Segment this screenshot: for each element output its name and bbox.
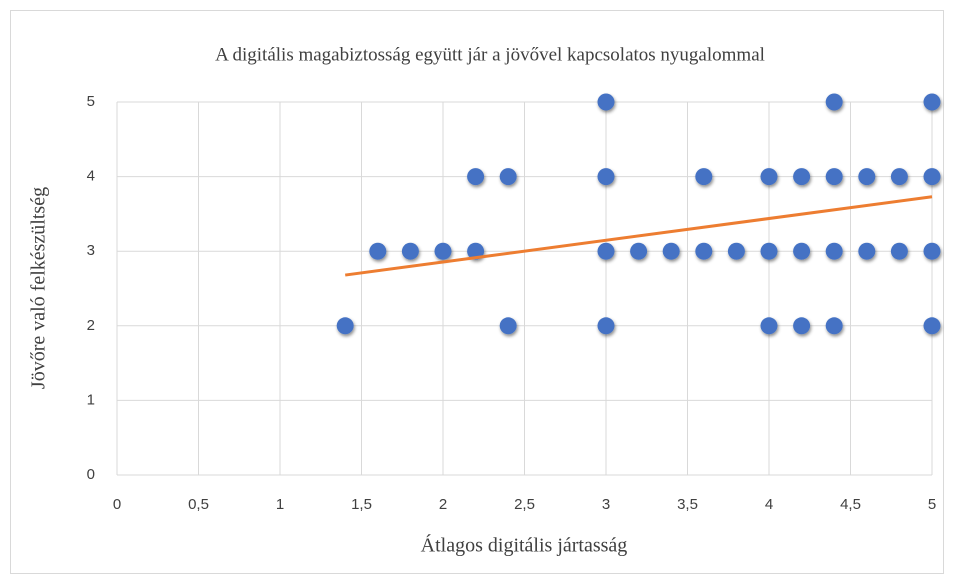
y-tick-label: 3 [87,242,95,259]
x-tick-label: 1 [276,496,284,513]
x-tick-label: 4,5 [840,496,861,513]
point [825,317,843,335]
point [760,317,778,335]
point [597,317,615,335]
point [499,317,517,335]
point [923,317,941,335]
point [369,242,387,260]
point [597,242,615,260]
y-tick-label: 4 [87,168,95,185]
point [923,168,941,186]
x-tick-label: 3 [602,496,610,513]
point [793,168,811,186]
point [793,242,811,260]
point [793,317,811,335]
point [597,168,615,186]
point [467,242,485,260]
point [858,242,876,260]
point [662,242,680,260]
trendline [345,195,933,277]
x-tick-label: 5 [928,496,936,513]
point [695,168,713,186]
y-tick-label: 0 [87,466,95,483]
y-axis-title: Jövőre való felkészültség [28,187,50,389]
y-tick-label: 2 [87,317,95,334]
x-tick-label: 4 [765,496,773,513]
y-tick-label: 1 [87,391,95,408]
chart-title: A digitális magabiztosság együtt jár a j… [215,44,765,65]
point [727,242,745,260]
chart-border [10,10,944,574]
x-tick-label: 0 [113,496,121,513]
point [890,242,908,260]
point [336,317,354,335]
point [825,242,843,260]
point [434,242,452,260]
x-tick-label: 2 [439,496,447,513]
point [499,168,517,186]
x-tick-label: 2,5 [514,496,535,513]
point [890,168,908,186]
x-tick-label: 0,5 [188,496,209,513]
point [630,242,648,260]
point [825,168,843,186]
y-tick-label: 5 [87,93,95,110]
point [858,168,876,186]
point [760,168,778,186]
point [695,242,713,260]
x-axis-title: Átlagos digitális jártasság [421,534,628,557]
point [597,93,615,111]
point [923,93,941,111]
x-tick-label: 1,5 [351,496,372,513]
point [467,168,485,186]
point [923,242,941,260]
x-tick-label: 3,5 [677,496,698,513]
point [760,242,778,260]
point [825,93,843,111]
point [401,242,419,260]
